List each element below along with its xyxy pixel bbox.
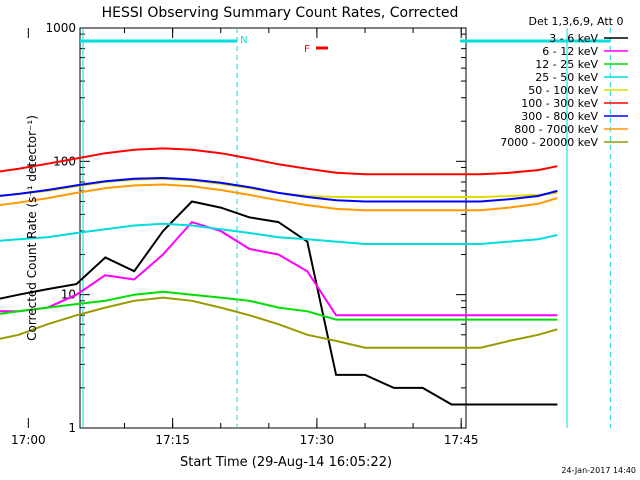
legend-label: 300 - 800 keV — [521, 110, 598, 123]
legend-label: 7000 - 20000 keV — [500, 136, 598, 149]
y-axis-label: Corrected Count Rate (s⁻¹ detector⁻¹) — [25, 115, 39, 341]
legend-label: 100 - 300 keV — [521, 97, 598, 110]
series-line — [0, 222, 558, 245]
y-tick-label: 1000 — [45, 21, 76, 35]
flare-marker-label: F — [304, 44, 310, 55]
series-line — [0, 220, 558, 317]
date-stamp: 24-Jan-2017 14:40 — [561, 466, 636, 475]
legend-title: Det 1,3,6,9, Att 0 — [529, 15, 624, 28]
plot-frame — [79, 27, 467, 429]
legend-label: 25 - 50 keV — [535, 71, 598, 84]
series-line — [0, 290, 558, 321]
y-tick-label: 10 — [61, 288, 76, 302]
legend-label: 50 - 100 keV — [528, 84, 598, 97]
x-tick-label: 17:45 — [444, 433, 479, 447]
legend-label: 3 - 6 keV — [549, 32, 598, 45]
legend-label: 12 - 25 keV — [535, 58, 598, 71]
chart-title: HESSI Observing Summary Count Rates, Cor… — [102, 5, 459, 21]
x-tick-label: 17:30 — [300, 433, 335, 447]
y-tick-label: 1 — [68, 421, 76, 435]
legend-label: 6 - 12 keV — [542, 45, 598, 58]
series-line — [0, 147, 558, 176]
series-line — [0, 176, 558, 203]
legend-label: 800 - 7000 keV — [514, 123, 598, 136]
night-marker-label: N — [240, 35, 247, 46]
x-tick-label: 17:15 — [155, 433, 190, 447]
x-axis-label: Start Time (29-Aug-14 16:05:22) — [180, 455, 392, 470]
series-line — [0, 183, 558, 212]
series-line — [0, 296, 558, 349]
series-line — [0, 200, 558, 406]
x-tick-label: 17:00 — [11, 433, 46, 447]
